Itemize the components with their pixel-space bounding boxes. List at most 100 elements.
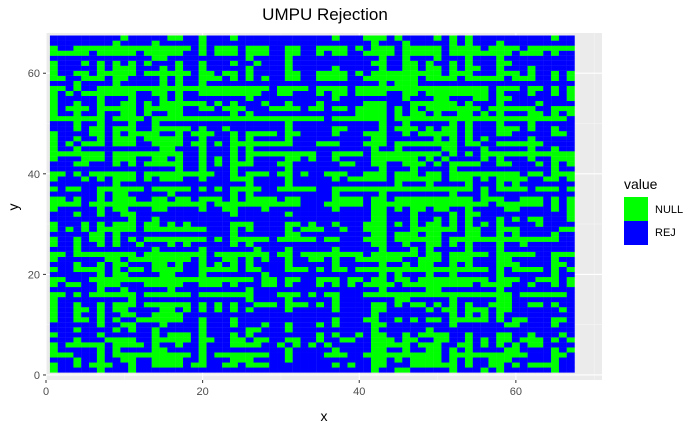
cell-null bbox=[504, 297, 513, 303]
cell-rej bbox=[527, 100, 536, 107]
cell-rej bbox=[355, 307, 364, 313]
cell-null bbox=[551, 146, 560, 152]
cell-rej bbox=[237, 50, 246, 56]
cell-rej bbox=[222, 226, 231, 232]
cell-null bbox=[316, 266, 325, 273]
cell-rej bbox=[339, 327, 348, 333]
cell-rej bbox=[417, 75, 426, 81]
cell-null bbox=[355, 176, 364, 182]
cell-rej bbox=[245, 105, 254, 112]
cell-null bbox=[339, 226, 348, 232]
cell-null bbox=[167, 332, 176, 338]
cell-null bbox=[230, 201, 239, 207]
cell-rej bbox=[136, 221, 145, 227]
cell-rej bbox=[277, 221, 285, 227]
cell-null bbox=[284, 307, 293, 313]
cell-rej bbox=[457, 337, 466, 343]
cell-rej bbox=[253, 286, 262, 293]
cell-null bbox=[410, 362, 419, 368]
cell-rej bbox=[300, 50, 309, 56]
cell-rej bbox=[308, 357, 317, 363]
cell-rej bbox=[73, 65, 82, 71]
cell-rej bbox=[324, 307, 332, 313]
cell-null bbox=[143, 171, 152, 177]
cell-rej bbox=[65, 337, 74, 343]
cell-null bbox=[504, 206, 513, 212]
cell-rej bbox=[300, 45, 309, 51]
cell-rej bbox=[237, 151, 246, 157]
cell-rej bbox=[57, 221, 66, 227]
cell-rej bbox=[190, 302, 199, 308]
cell-rej bbox=[183, 191, 192, 197]
cell-null bbox=[370, 100, 379, 107]
cell-rej bbox=[457, 367, 466, 373]
cell-null bbox=[73, 80, 82, 86]
cell-rej bbox=[449, 156, 458, 162]
cell-rej bbox=[253, 211, 262, 217]
cell-null bbox=[331, 236, 340, 242]
cell-null bbox=[410, 115, 419, 122]
cell-rej bbox=[324, 90, 332, 97]
cell-null bbox=[339, 126, 348, 132]
cell-null bbox=[120, 75, 129, 81]
cell-rej bbox=[402, 226, 411, 232]
cell-rej bbox=[386, 95, 395, 102]
cell-rej bbox=[104, 347, 113, 353]
cell-rej bbox=[49, 181, 58, 187]
cell-rej bbox=[175, 211, 184, 217]
cell-null bbox=[504, 357, 513, 363]
cell-rej bbox=[175, 181, 184, 187]
cell-rej bbox=[519, 231, 528, 237]
cell-null bbox=[347, 276, 356, 283]
cell-rej bbox=[472, 362, 481, 368]
cell-null bbox=[151, 337, 160, 343]
cell-null bbox=[316, 276, 325, 283]
cell-null bbox=[128, 65, 137, 71]
cell-null bbox=[198, 80, 207, 86]
cell-rej bbox=[198, 95, 207, 102]
cell-rej bbox=[190, 60, 199, 66]
cell-rej bbox=[57, 121, 66, 127]
cell-rej bbox=[566, 60, 575, 66]
cell-null bbox=[190, 100, 199, 107]
cell-null bbox=[504, 105, 513, 112]
cell-null bbox=[198, 281, 207, 288]
cell-rej bbox=[206, 312, 215, 318]
cell-null bbox=[496, 95, 505, 102]
cell-rej bbox=[527, 221, 536, 227]
cell-rej bbox=[104, 246, 113, 252]
cell-null bbox=[464, 40, 473, 46]
cell-null bbox=[73, 45, 82, 51]
cell-null bbox=[175, 196, 184, 202]
cell-null bbox=[253, 342, 262, 348]
cell-rej bbox=[355, 65, 364, 71]
cell-rej bbox=[472, 302, 481, 308]
cell-rej bbox=[269, 246, 278, 252]
cell-rej bbox=[81, 211, 90, 217]
cell-rej bbox=[316, 206, 325, 212]
cell-rej bbox=[488, 266, 497, 273]
cell-null bbox=[457, 186, 466, 192]
cell-rej bbox=[355, 291, 364, 298]
cell-rej bbox=[143, 191, 152, 197]
cell-null bbox=[433, 50, 442, 56]
cell-rej bbox=[488, 55, 497, 61]
cell-null bbox=[394, 35, 403, 41]
cell-rej bbox=[566, 181, 575, 187]
cell-null bbox=[96, 75, 105, 81]
cell-rej bbox=[339, 322, 348, 328]
cell-rej bbox=[504, 35, 513, 41]
cell-rej bbox=[386, 191, 395, 197]
cell-null bbox=[480, 176, 489, 182]
cell-null bbox=[261, 337, 270, 343]
cell-rej bbox=[441, 166, 450, 172]
cell-rej bbox=[206, 156, 215, 162]
cell-null bbox=[120, 115, 129, 122]
cell-null bbox=[410, 110, 419, 117]
cell-null bbox=[449, 367, 458, 373]
cell-null bbox=[96, 95, 105, 102]
cell-rej bbox=[519, 90, 528, 97]
cell-null bbox=[449, 100, 458, 107]
cell-rej bbox=[402, 362, 411, 368]
cell-rej bbox=[347, 211, 356, 217]
